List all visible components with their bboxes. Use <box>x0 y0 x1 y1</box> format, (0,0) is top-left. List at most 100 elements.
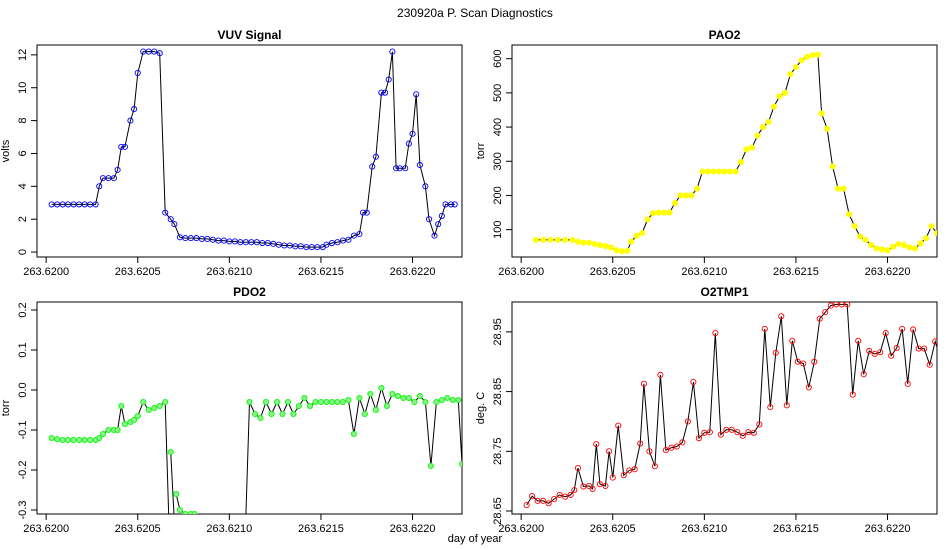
data-point <box>176 506 183 514</box>
data-point <box>618 248 625 255</box>
data-point <box>273 398 281 406</box>
data-point <box>182 510 189 514</box>
data-point <box>114 166 121 173</box>
data-point <box>615 422 622 429</box>
data-point <box>673 443 680 450</box>
data-point <box>660 209 668 216</box>
data-point <box>911 245 919 252</box>
data-point <box>690 378 697 386</box>
data-point <box>166 519 171 524</box>
y-tick-label: 28.85 <box>492 378 504 406</box>
data-point <box>868 241 875 249</box>
data-point <box>877 349 884 356</box>
series-line <box>244 518 246 522</box>
data-point <box>580 239 587 246</box>
data-point <box>134 412 141 420</box>
data-point <box>878 246 886 253</box>
data-point <box>759 124 767 131</box>
y-tick-label: 2 <box>17 216 29 222</box>
data-point <box>540 497 547 504</box>
series-line <box>51 51 455 248</box>
data-point <box>372 406 379 414</box>
data-point <box>435 221 442 228</box>
data-point <box>743 146 750 153</box>
data-point <box>798 57 805 64</box>
data-point <box>781 89 789 96</box>
y-tick-label: 0.0 <box>17 382 29 397</box>
data-point <box>926 361 933 368</box>
data-point <box>693 185 701 192</box>
data-point <box>770 103 778 110</box>
data-point <box>328 398 335 406</box>
plot-frame <box>511 44 938 258</box>
data-point <box>378 384 385 392</box>
data-point <box>596 481 603 488</box>
data-point <box>717 431 724 438</box>
data-point <box>695 435 702 442</box>
data-point <box>607 244 614 251</box>
data-point <box>246 398 253 406</box>
x-tick-label: 263.6215 <box>298 266 344 278</box>
data-point <box>121 420 128 428</box>
y-tick-label: 500 <box>492 84 504 102</box>
data-point <box>405 394 412 402</box>
x-tick-label: 263.6215 <box>773 266 819 278</box>
data-point <box>532 236 539 243</box>
data-point <box>96 434 103 442</box>
data-point <box>167 216 174 223</box>
x-tick-label: 263.6220 <box>390 523 436 535</box>
x-tick-label: 263.6205 <box>115 523 161 535</box>
data-point <box>639 230 646 237</box>
data-point <box>726 168 734 175</box>
data-point <box>824 125 831 132</box>
data-point <box>932 338 937 345</box>
series-group <box>523 302 949 509</box>
data-point <box>243 515 248 520</box>
data-point <box>162 398 169 406</box>
data-point <box>540 236 547 243</box>
data-point <box>268 410 275 418</box>
data-point <box>860 371 867 378</box>
data-point <box>127 117 134 124</box>
data-point <box>739 432 746 439</box>
series-line <box>535 54 937 252</box>
data-point <box>710 168 717 175</box>
data-point <box>792 64 799 71</box>
y-tick-label: 8 <box>17 118 29 124</box>
data-point <box>721 168 728 175</box>
data-point <box>803 53 810 61</box>
data-point <box>131 416 138 424</box>
panel-4: O2TMP1 263.6200 263.6205 263.6210 263.6215 26… <box>475 285 949 535</box>
data-point <box>257 414 264 422</box>
data-point <box>699 168 706 175</box>
data-point <box>668 444 675 451</box>
data-point <box>944 335 949 340</box>
data-point <box>451 201 458 208</box>
x-tick-label: 263.6210 <box>206 266 252 278</box>
data-point <box>895 240 902 248</box>
data-point <box>917 240 924 247</box>
data-point <box>356 394 363 402</box>
y-tick-label: -0.1 <box>17 421 29 440</box>
data-point <box>754 132 761 139</box>
series-line <box>51 400 170 514</box>
data-point <box>422 398 429 406</box>
y-tick-label: 600 <box>492 49 504 67</box>
data-point <box>684 418 691 425</box>
data-point <box>938 356 943 361</box>
data-point <box>851 223 858 230</box>
data-point <box>402 165 409 172</box>
data-point <box>682 192 690 199</box>
data-point <box>602 243 609 250</box>
data-point <box>651 463 658 470</box>
data-point <box>933 230 937 237</box>
y-tick-label: 12 <box>17 49 29 61</box>
data-point <box>48 434 55 442</box>
data-point <box>862 236 869 243</box>
data-point <box>728 426 735 433</box>
panel-1: VUV Signal 263.6200 263.6205 263.6210 263.62… <box>0 28 463 278</box>
data-point <box>662 447 669 454</box>
data-point <box>317 398 324 406</box>
data-point <box>465 411 470 416</box>
data-point <box>589 485 596 492</box>
